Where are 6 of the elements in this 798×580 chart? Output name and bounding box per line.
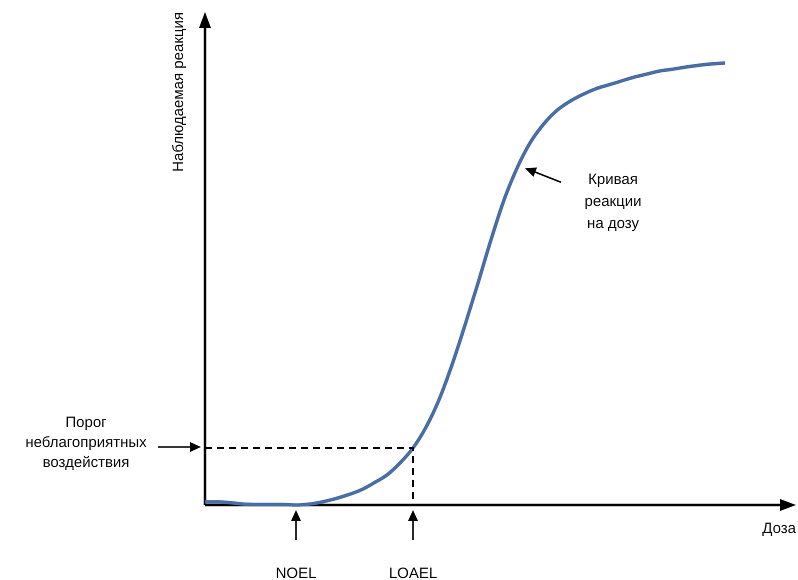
ref-line-label: Порог неблагоприятных воздействия [25, 414, 148, 471]
text: NOEL [276, 565, 316, 580]
annotation: Кривая реакции на дозу [584, 171, 642, 232]
y-axis-title: Наблюдаемая реакция [170, 12, 187, 172]
text: LOAEL [388, 565, 438, 580]
x-axis-title: Доза [762, 520, 797, 537]
